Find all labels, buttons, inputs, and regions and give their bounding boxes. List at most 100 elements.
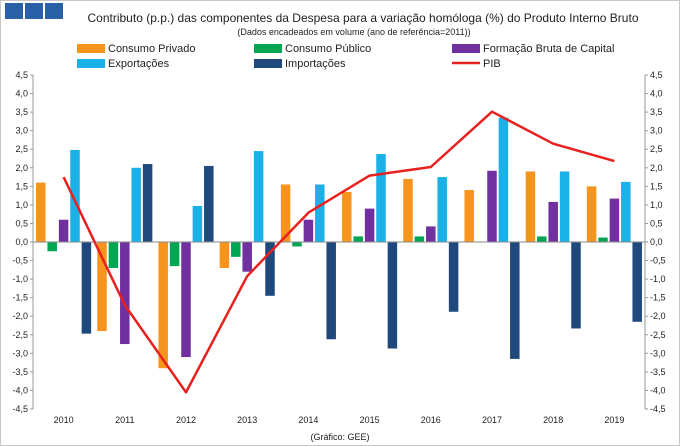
bar-consumo-privado xyxy=(36,182,46,242)
x-tick-label: 2012 xyxy=(176,415,196,425)
y-tick-label-right: 3,5 xyxy=(650,107,663,117)
bar-consumo-publico xyxy=(292,242,302,247)
bar-formacao-bruta-de-capital xyxy=(609,198,620,242)
y-tick-label-left: -3,5 xyxy=(12,367,28,377)
y-tick-label-right: 0,0 xyxy=(650,237,663,247)
legend-swatch-importacoes xyxy=(254,59,282,68)
y-tick-label-right: 2,5 xyxy=(650,144,663,154)
y-tick-label-right: -2,5 xyxy=(650,330,666,340)
y-tick-label-left: 0,0 xyxy=(15,237,28,247)
bar-formacao-bruta-de-capital xyxy=(487,170,497,242)
y-tick-label-right: -2,0 xyxy=(650,311,666,321)
y-tick-label-left: -3,0 xyxy=(12,348,28,358)
legend-label-importacoes: Importações xyxy=(285,58,346,70)
legend-swatch-formacao-bruta xyxy=(452,44,480,53)
y-tick-label-right: -1,0 xyxy=(650,274,666,284)
bar-formacao-bruta-de-capital xyxy=(242,242,252,272)
bar-consumo-privado xyxy=(219,242,230,268)
y-tick-label-right: 4,5 xyxy=(650,70,663,80)
bar-exportacoes xyxy=(621,181,631,242)
bar-consumo-privado xyxy=(97,242,107,332)
y-tick-label-right: -3,0 xyxy=(650,348,666,358)
legend-label-pib: PIB xyxy=(483,58,501,70)
plot-area: 4,5 4,5 4,0 4,0 3,5 3,5 3,0 3,0 2,5 2,5 2,0 2,0 1,5 1… xyxy=(12,70,665,425)
bar-consumo-privado xyxy=(525,171,536,242)
y-tick-label-right: 2,0 xyxy=(650,163,663,173)
logo-square xyxy=(45,3,63,19)
legend-swatch-consumo-publico xyxy=(254,44,282,53)
y-tick-label-right: 1,0 xyxy=(650,200,663,210)
x-tick-label: 2014 xyxy=(298,415,318,425)
bar-consumo-publico xyxy=(598,237,608,242)
y-tick-label-left: 3,5 xyxy=(15,107,28,117)
bar-formacao-bruta-de-capital xyxy=(426,226,436,242)
y-tick-label-right: -4,0 xyxy=(650,385,666,395)
y-tick-label-right: 1,5 xyxy=(650,181,663,191)
bar-consumo-privado xyxy=(464,190,474,242)
bar-consumo-publico xyxy=(169,242,180,267)
y-tick-label-right: -4,5 xyxy=(650,404,666,414)
legend-label-exportacoes: Exportações xyxy=(108,58,170,70)
bar-formacao-bruta-de-capital xyxy=(120,242,130,345)
bar-formacao-bruta-de-capital xyxy=(58,219,69,242)
y-tick-label-right: 4,0 xyxy=(650,89,663,99)
bar-exportacoes xyxy=(376,154,386,242)
bar-formacao-bruta-de-capital xyxy=(181,242,191,358)
y-tick-label-left: -1,0 xyxy=(12,274,28,284)
bar-consumo-privado xyxy=(342,191,352,242)
bar-formacao-bruta-de-capital xyxy=(364,208,375,242)
y-tick-label-left: -2,0 xyxy=(12,311,28,321)
legend-label-formacao-bruta: Formação Bruta de Capital xyxy=(483,43,614,55)
bar-consumo-publico xyxy=(353,236,363,242)
y-tick-label-left: -0,5 xyxy=(12,256,28,266)
y-tick-label-right: -3,5 xyxy=(650,367,666,377)
y-tick-label-left: -4,5 xyxy=(12,404,28,414)
bar-exportacoes xyxy=(131,167,141,242)
chart-source: (Gráfico: GEE) xyxy=(310,432,369,442)
x-tick-label: 2019 xyxy=(604,415,624,425)
y-tick-label-left: 4,5 xyxy=(15,70,28,80)
bar-importacoes xyxy=(142,164,153,242)
y-tick-label-left: 2,0 xyxy=(15,163,28,173)
legend: Consumo Privado Consumo Público Formação… xyxy=(77,43,614,70)
bar-consumo-privado xyxy=(280,184,291,242)
y-tick-label-left: 2,5 xyxy=(15,144,28,154)
legend-swatch-consumo-privado xyxy=(77,44,105,53)
bar-importacoes xyxy=(326,242,336,340)
y-tick-label-right: 0,5 xyxy=(650,218,663,228)
bar-exportacoes xyxy=(559,171,570,242)
bar-consumo-publico xyxy=(47,242,57,252)
bar-importacoes xyxy=(448,242,459,312)
bar-formacao-bruta-de-capital xyxy=(303,219,314,242)
bar-exportacoes xyxy=(70,149,80,242)
bar-exportacoes xyxy=(192,206,203,242)
logo-square xyxy=(5,3,23,19)
bar-consumo-privado xyxy=(586,186,597,242)
x-tick-label: 2018 xyxy=(543,415,563,425)
bar-consumo-privado xyxy=(158,242,168,369)
y-tick-label-left: 1,5 xyxy=(15,181,28,191)
legend-swatch-exportacoes xyxy=(77,59,105,68)
bar-importacoes xyxy=(387,242,398,349)
y-tick-label-left: -1,5 xyxy=(12,293,28,303)
bar-exportacoes xyxy=(498,117,509,242)
y-tick-label-left: -2,5 xyxy=(12,330,28,340)
x-tick-label: 2011 xyxy=(115,415,134,425)
y-tick-label-left: 1,0 xyxy=(15,200,28,210)
bar-formacao-bruta-de-capital xyxy=(548,201,558,242)
y-tick-label-left: 3,0 xyxy=(15,126,28,136)
bar-exportacoes xyxy=(315,184,325,242)
bar-importacoes xyxy=(632,242,642,322)
x-tick-label: 2016 xyxy=(421,415,441,425)
x-tick-label: 2017 xyxy=(482,415,502,425)
chart-title: Contributo (p.p.) das componentes da Des… xyxy=(88,11,639,25)
y-tick-label-right: -0,5 xyxy=(650,256,666,266)
x-tick-label: 2015 xyxy=(360,415,380,425)
logo-square xyxy=(25,3,43,19)
legend-label-consumo-privado: Consumo Privado xyxy=(108,43,195,55)
bar-importacoes xyxy=(510,242,520,359)
y-tick-label-right: -1,5 xyxy=(650,293,666,303)
bar-consumo-publico xyxy=(537,236,547,242)
x-tick-label: 2010 xyxy=(54,415,74,425)
